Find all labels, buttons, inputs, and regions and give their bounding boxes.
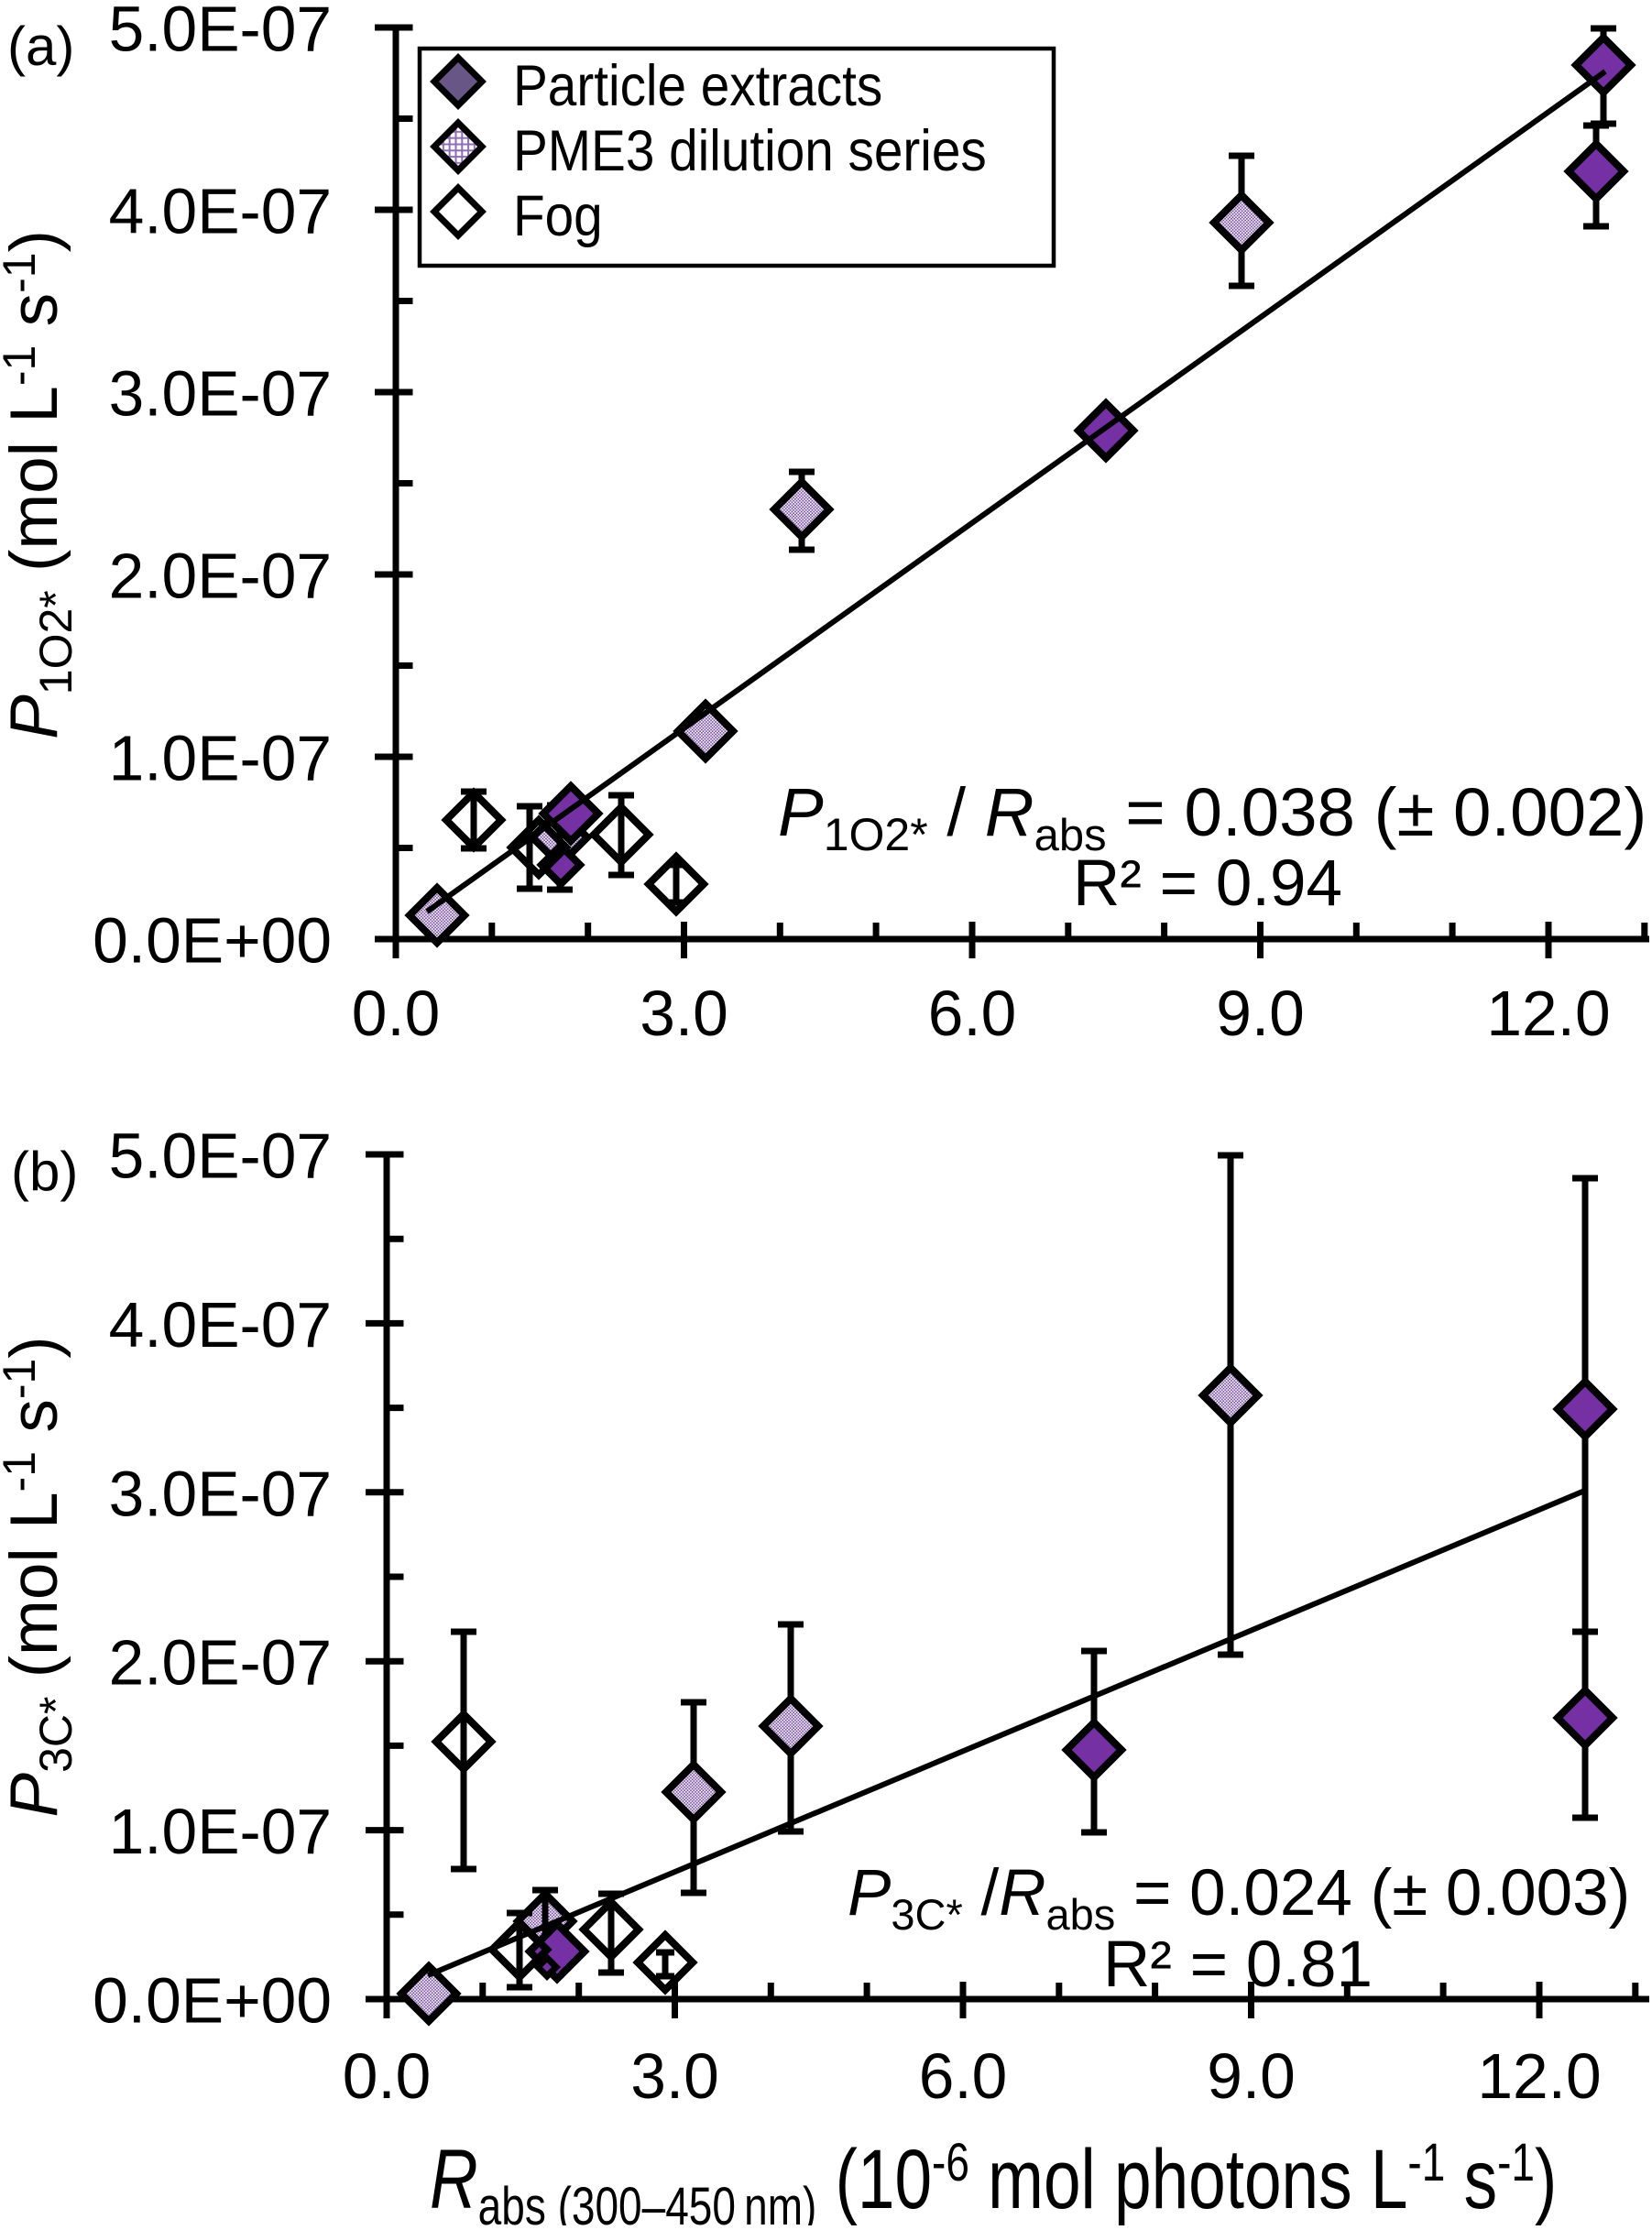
svg-text:1.0E-07: 1.0E-07 [109, 723, 332, 794]
svg-text:3.0: 3.0 [640, 978, 728, 1049]
svg-text:0.0: 0.0 [343, 2040, 432, 2112]
svg-text:1.0E-07: 1.0E-07 [109, 1796, 332, 1867]
svg-text:0.0E+00: 0.0E+00 [93, 905, 332, 977]
svg-text:9.0: 9.0 [1207, 2040, 1296, 2112]
svg-text:12.0: 12.0 [1486, 978, 1610, 1049]
svg-text:3.0E-07: 3.0E-07 [109, 358, 332, 430]
svg-text:12.0: 12.0 [1477, 2040, 1601, 2112]
svg-text:Particle extracts: Particle extracts [513, 53, 882, 117]
svg-text:0.0: 0.0 [352, 978, 441, 1049]
svg-text:4.0E-07: 4.0E-07 [109, 1289, 332, 1361]
svg-text:P3C* (mol L-1 s-1): P3C* (mol L-1 s-1) [0, 1336, 82, 1817]
svg-text:R² = 0.81: R² = 0.81 [1103, 1929, 1373, 2001]
svg-text:(a): (a) [7, 16, 74, 77]
svg-text:3.0E-07: 3.0E-07 [109, 1458, 332, 1529]
svg-text:5.0E-07: 5.0E-07 [109, 0, 332, 65]
svg-text:0.0E+00: 0.0E+00 [93, 1965, 332, 2037]
svg-text:2.0E-07: 2.0E-07 [109, 1627, 332, 1699]
svg-text:6.0: 6.0 [928, 978, 1017, 1049]
svg-text:P3C* /Rabs = 0.024 (± 0.003): P3C* /Rabs = 0.024 (± 0.003) [848, 1857, 1630, 1939]
svg-text:PME3 dilution series: PME3 dilution series [513, 118, 987, 182]
svg-text:P1O2* / Rabs = 0.038 (± 0.002): P1O2* / Rabs = 0.038 (± 0.002) [778, 774, 1647, 860]
svg-text:Rabs (300–450 nm) (10-6 mol ph: Rabs (300–450 nm) (10-6 mol photons L-1 … [430, 2132, 1557, 2225]
svg-text:5.0E-07: 5.0E-07 [109, 1120, 332, 1192]
svg-text:P1O2* (mol L-1 s-1): P1O2* (mol L-1 s-1) [0, 230, 82, 739]
svg-text:R² = 0.94: R² = 0.94 [1073, 847, 1342, 920]
svg-text:4.0E-07: 4.0E-07 [109, 176, 332, 247]
svg-text:3.0: 3.0 [630, 2040, 719, 2112]
svg-text:2.0E-07: 2.0E-07 [109, 541, 332, 612]
svg-text:9.0: 9.0 [1216, 978, 1305, 1049]
svg-text:Fog: Fog [513, 183, 603, 247]
svg-text:6.0: 6.0 [919, 2040, 1008, 2112]
svg-text:(b): (b) [11, 1141, 78, 1202]
